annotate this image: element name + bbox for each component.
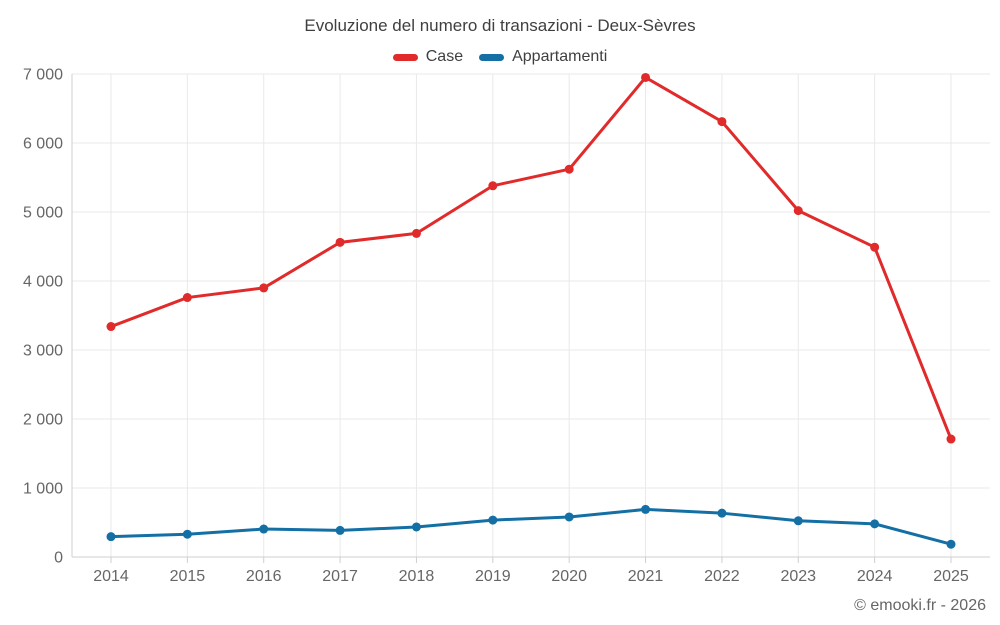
y-axis-label: 0 <box>54 550 63 567</box>
x-axis-label: 2025 <box>933 568 969 585</box>
case-point[interactable] <box>641 72 651 82</box>
y-axis-label: 7 000 <box>23 67 63 84</box>
appartamenti-line <box>109 507 953 546</box>
case-point[interactable] <box>717 117 727 127</box>
x-axis-label: 2021 <box>628 568 664 585</box>
x-axis-label: 2017 <box>322 568 358 585</box>
case-point[interactable] <box>870 242 880 252</box>
legend-label-appartamenti: Appartamenti <box>512 48 608 65</box>
appartamenti-point[interactable] <box>335 525 345 535</box>
appartamenti-point[interactable] <box>488 515 498 525</box>
x-axis-label: 2020 <box>551 568 587 585</box>
y-axis-label: 6 000 <box>23 136 63 153</box>
case-point[interactable] <box>259 283 269 293</box>
case-line <box>109 75 953 441</box>
case-legend-marker-icon <box>392 53 418 61</box>
case-point[interactable] <box>946 434 956 444</box>
appartamenti-point[interactable] <box>717 508 727 518</box>
y-axis-label: 5 000 <box>23 205 63 222</box>
case-point[interactable] <box>335 237 345 247</box>
appartamenti-point[interactable] <box>259 524 269 534</box>
credits-link[interactable]: © emooki.fr - 2026 <box>854 597 986 614</box>
appartamenti-point[interactable] <box>106 532 116 542</box>
y-axis-label: 1 000 <box>23 481 63 498</box>
appartamenti-point[interactable] <box>870 519 880 529</box>
appartamenti-legend-marker-icon <box>479 53 505 61</box>
legend-item-case[interactable]: Case <box>392 48 464 66</box>
legend-item-appartamenti[interactable]: Appartamenti <box>479 48 607 66</box>
case-point[interactable] <box>564 164 574 174</box>
case-point[interactable] <box>106 322 116 332</box>
y-axis-label: 2 000 <box>23 412 63 429</box>
case-point[interactable] <box>488 181 498 191</box>
chart-title: Evoluzione del numero di transazioni - D… <box>304 16 696 35</box>
x-axis-label: 2022 <box>704 568 740 585</box>
legend-label-case: Case <box>425 48 464 65</box>
case-point[interactable] <box>793 206 803 216</box>
x-axis-label: 2018 <box>399 568 435 585</box>
legend: Case Appartamenti <box>0 48 1000 66</box>
y-axis-label: 4 000 <box>23 274 63 291</box>
appartamenti-point[interactable] <box>946 539 956 549</box>
x-axis-label: 2023 <box>780 568 816 585</box>
x-axis-label: 2024 <box>857 568 893 585</box>
x-axis-label: 2015 <box>170 568 206 585</box>
case-point[interactable] <box>411 228 421 238</box>
case-point[interactable] <box>182 293 192 303</box>
x-axis-label: 2014 <box>93 568 129 585</box>
x-axis-label: 2016 <box>246 568 282 585</box>
appartamenti-point[interactable] <box>182 529 192 539</box>
y-axis-label: 3 000 <box>23 343 63 360</box>
appartamenti-point[interactable] <box>793 516 803 526</box>
appartamenti-point[interactable] <box>641 504 651 514</box>
x-axis-label: 2019 <box>475 568 511 585</box>
appartamenti-point[interactable] <box>564 512 574 522</box>
appartamenti-point[interactable] <box>411 522 421 532</box>
